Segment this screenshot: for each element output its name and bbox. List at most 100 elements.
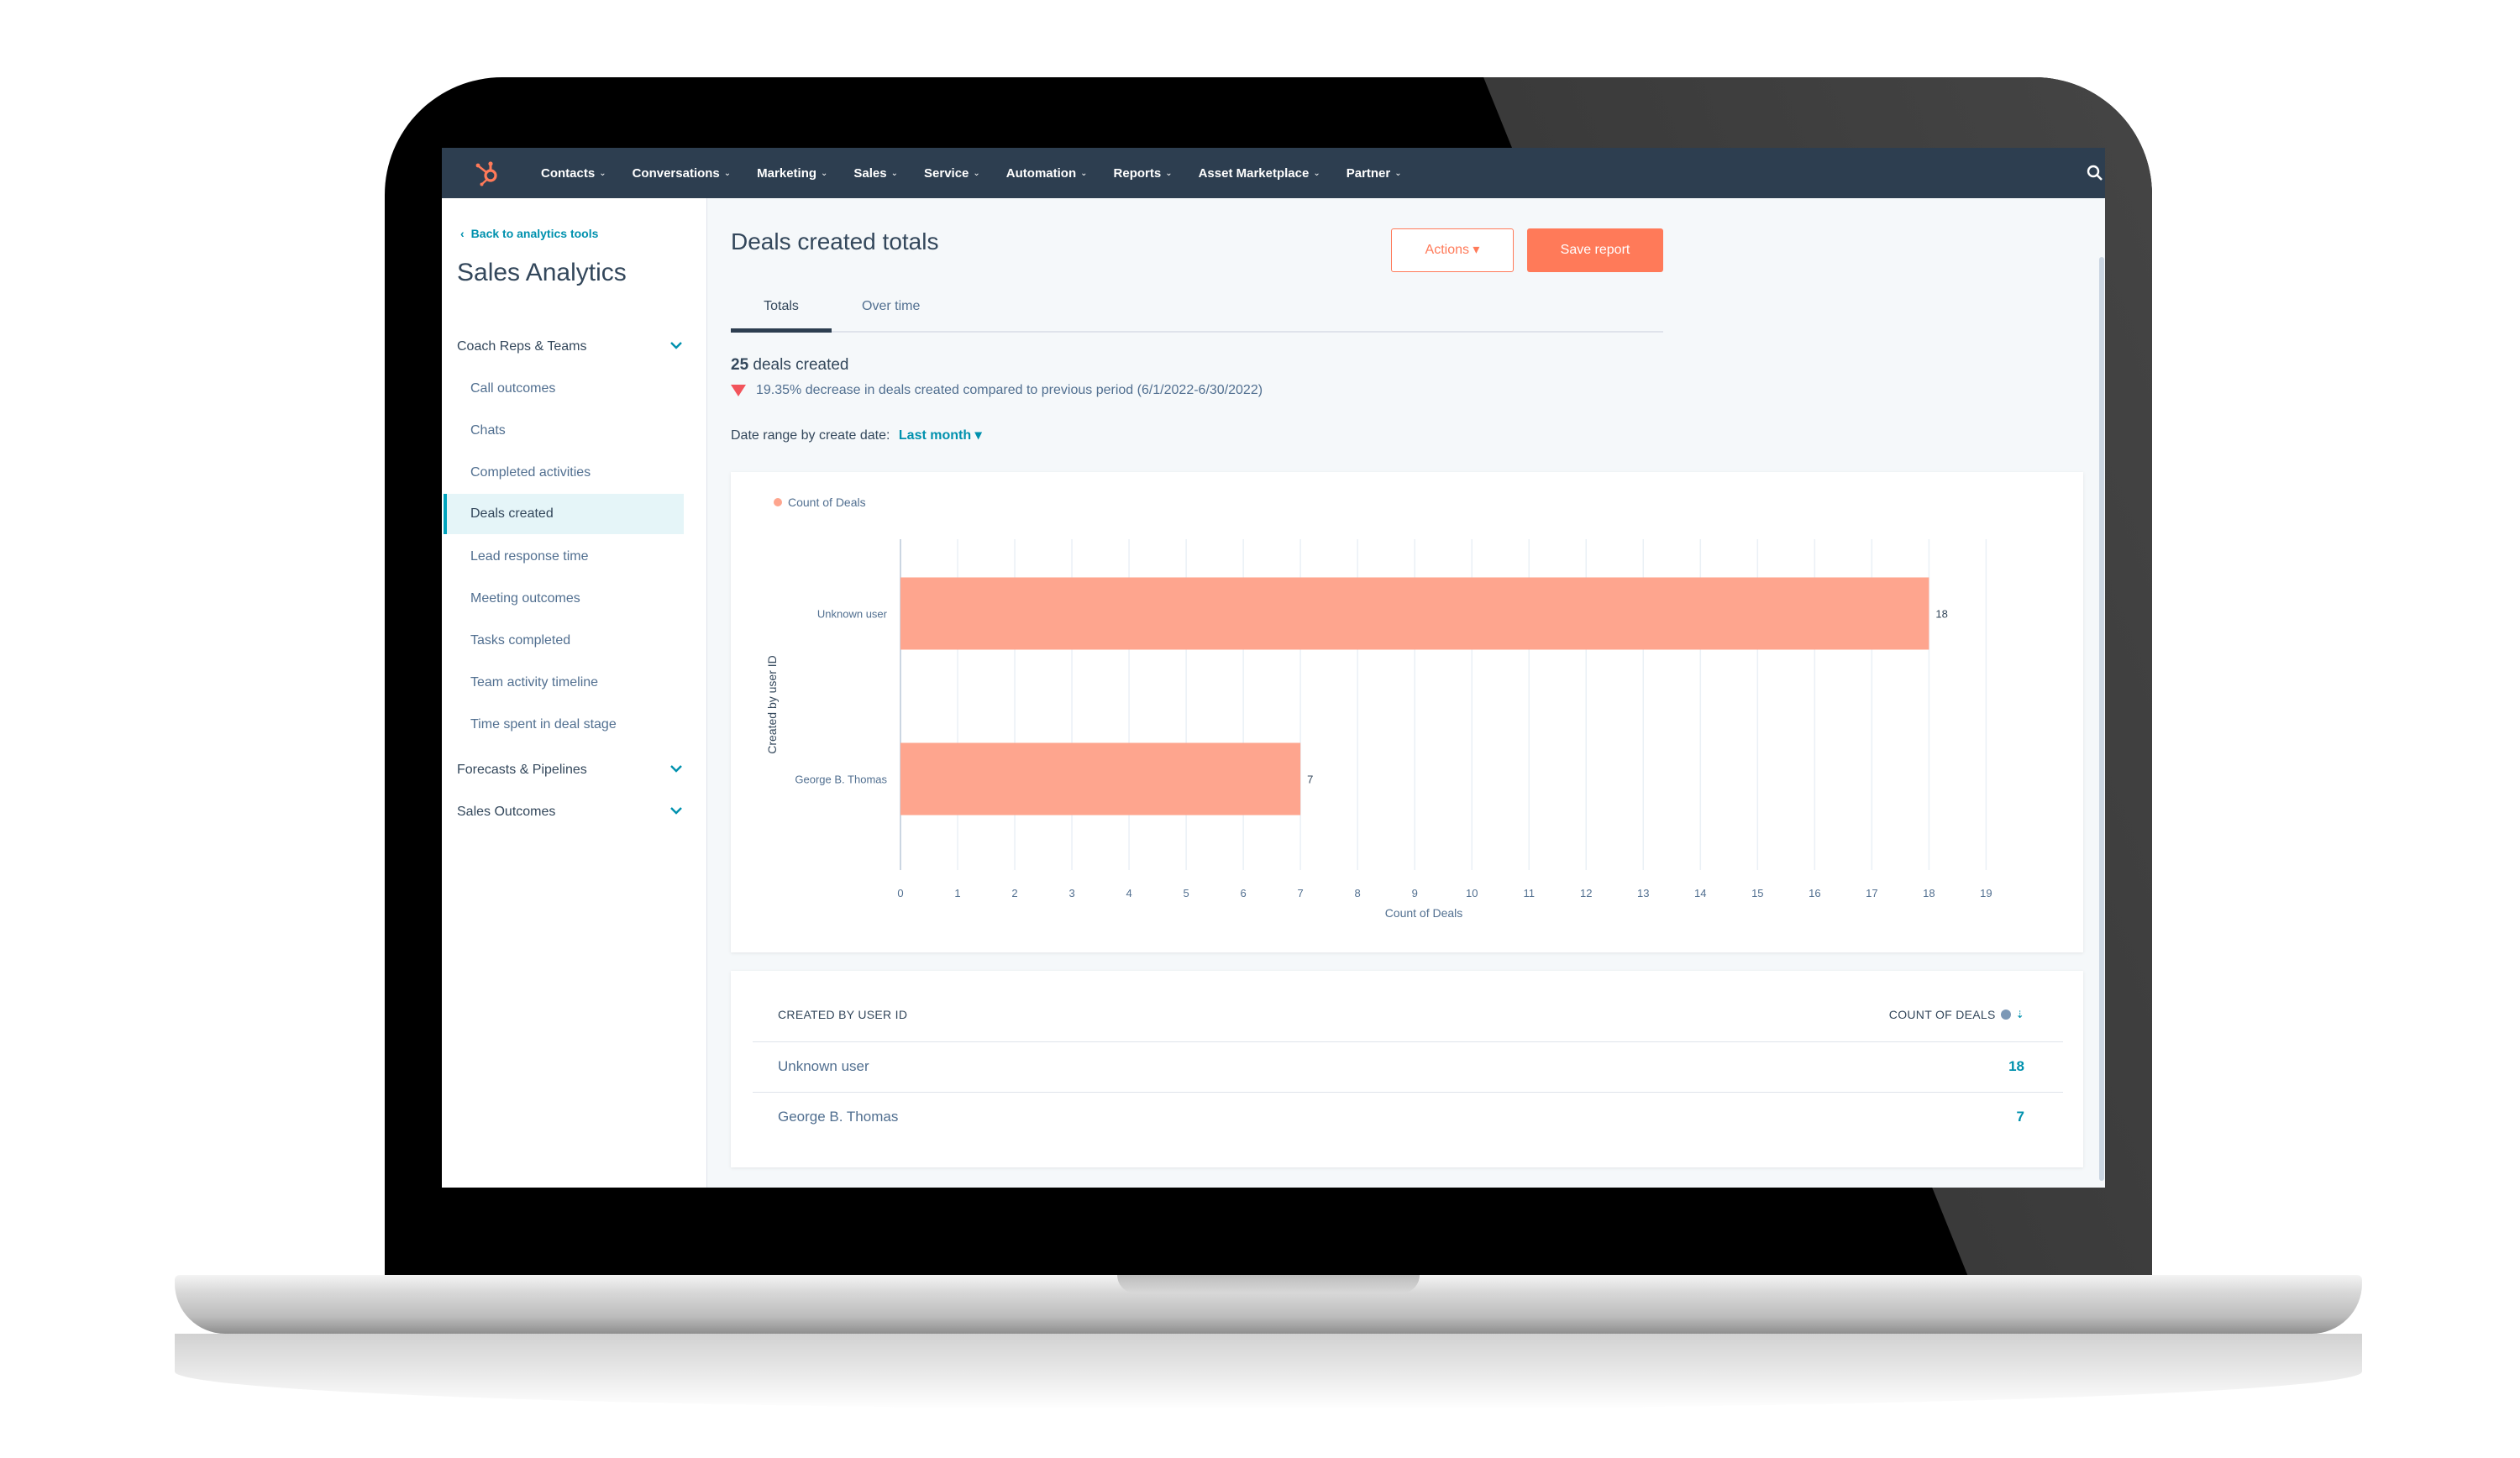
x-tick-label: 4 bbox=[1126, 887, 1131, 899]
chevron-down-icon bbox=[670, 765, 682, 773]
table-header-count[interactable]: COUNT OF DEALS ⇣ bbox=[1889, 1008, 2024, 1021]
nav-item-label: Contacts bbox=[541, 165, 596, 181]
chevron-down-icon bbox=[670, 807, 682, 815]
nav-item-label: Sales bbox=[853, 165, 887, 181]
nav-item-label: Asset Marketplace bbox=[1198, 165, 1310, 181]
tab-bar: Totals Over time bbox=[731, 291, 1663, 333]
sidebar-item-time-spent-in-deal-stage[interactable]: Time spent in deal stage bbox=[470, 717, 617, 732]
x-tick-label: 1 bbox=[954, 887, 960, 899]
nav-item-label: Conversations bbox=[632, 165, 720, 181]
table-header-count-label: COUNT OF DEALS bbox=[1888, 1008, 1996, 1021]
decrease-arrow-icon bbox=[731, 385, 746, 396]
x-tick-label: 10 bbox=[1466, 887, 1478, 899]
sort-icon[interactable]: ⇣ bbox=[2015, 1009, 2024, 1020]
main-content: Deals created totals Actions ▾ Save repo… bbox=[707, 198, 2105, 1188]
x-tick-label: 5 bbox=[1183, 887, 1189, 899]
sidebar-item-tasks-completed[interactable]: Tasks completed bbox=[470, 633, 571, 648]
x-tick-label: 19 bbox=[1980, 887, 1992, 899]
sidebar-item-lead-response-time[interactable]: Lead response time bbox=[470, 549, 589, 564]
nav-item-contacts[interactable]: Contacts ⌄ bbox=[541, 166, 606, 181]
sidebar-group-coach-reps[interactable]: Coach Reps & Teams bbox=[457, 339, 684, 354]
tab-over-time[interactable]: Over time bbox=[862, 299, 921, 313]
data-label: 7 bbox=[1307, 774, 1313, 786]
chevron-down-icon: ⌄ bbox=[1165, 168, 1173, 178]
sidebar-group-label: Forecasts & Pipelines bbox=[457, 763, 587, 777]
nav-item-reports[interactable]: Reports ⌄ bbox=[1114, 166, 1173, 181]
deals-count-summary: 25 deals created bbox=[731, 356, 849, 375]
sidebar-item-meeting-outcomes[interactable]: Meeting outcomes bbox=[470, 591, 580, 606]
back-link-label: Back to analytics tools bbox=[470, 227, 599, 240]
x-tick-label: 9 bbox=[1412, 887, 1418, 899]
hubspot-logo-icon[interactable] bbox=[474, 160, 501, 186]
nav-item-label: Marketing bbox=[757, 165, 817, 181]
sidebar-group-forecasts[interactable]: Forecasts & Pipelines bbox=[457, 763, 684, 778]
nav-item-label: Automation bbox=[1005, 165, 1077, 181]
nav-item-asset-marketplace[interactable]: Asset Marketplace ⌄ bbox=[1199, 166, 1320, 181]
tab-totals[interactable]: Totals bbox=[731, 299, 832, 333]
y-tick-label: George B. Thomas bbox=[795, 774, 887, 786]
nav-item-marketing[interactable]: Marketing ⌄ bbox=[757, 166, 827, 181]
x-tick-label: 12 bbox=[1580, 887, 1592, 899]
x-tick-label: 3 bbox=[1068, 887, 1074, 899]
table-cell-user: Unknown user bbox=[778, 1058, 869, 1074]
info-icon[interactable] bbox=[2000, 1010, 2011, 1020]
sidebar-group-sales-outcomes[interactable]: Sales Outcomes bbox=[457, 805, 684, 820]
search-icon[interactable] bbox=[2085, 163, 2105, 183]
nav-items: Contacts ⌄ Conversations ⌄ Marketing ⌄ Sale… bbox=[541, 148, 1428, 198]
top-nav: Contacts ⌄ Conversations ⌄ Marketing ⌄ Sale… bbox=[442, 148, 2105, 198]
scrollbar[interactable] bbox=[2098, 198, 2105, 1181]
table-cell-count[interactable]: 7 bbox=[2016, 1109, 2024, 1125]
x-tick-label: 2 bbox=[1011, 887, 1017, 899]
laptop-notch bbox=[1117, 1275, 1420, 1293]
sidebar-item-call-outcomes[interactable]: Call outcomes bbox=[470, 381, 556, 396]
nav-item-label: Reports bbox=[1113, 165, 1162, 181]
x-tick-label: 13 bbox=[1637, 887, 1649, 899]
deals-count-label: deals created bbox=[753, 356, 849, 374]
x-tick-label: 0 bbox=[897, 887, 903, 899]
table-cell-count[interactable]: 18 bbox=[2008, 1058, 2024, 1074]
y-axis-label: Created by user ID bbox=[765, 655, 779, 754]
table-divider bbox=[753, 1041, 2063, 1042]
nav-item-conversations[interactable]: Conversations ⌄ bbox=[633, 166, 732, 181]
chart-card: Count of Deals 0 1 2 3 4 5 6 7 8 9 10 11 12 13 14 15 16 17… bbox=[731, 472, 2083, 952]
actions-button[interactable]: Actions ▾ bbox=[1391, 228, 1514, 272]
nav-item-label: Service bbox=[924, 165, 969, 181]
sidebar-title: Sales Analytics bbox=[457, 259, 627, 286]
x-tick-label: 16 bbox=[1809, 887, 1820, 899]
y-tick-label: Unknown user bbox=[817, 608, 888, 621]
nav-item-service[interactable]: Service ⌄ bbox=[924, 166, 980, 181]
change-text: 19.35% decrease in deals created compare… bbox=[756, 383, 1263, 397]
x-axis-label: Count of Deals bbox=[1385, 906, 1463, 920]
sidebar-group-label: Sales Outcomes bbox=[457, 805, 556, 819]
bar bbox=[900, 577, 1929, 650]
sidebar-item-completed-activities[interactable]: Completed activities bbox=[470, 465, 591, 480]
data-table: CREATED BY USER ID COUNT OF DEALS ⇣ Unkn… bbox=[731, 971, 2083, 1167]
legend-marker bbox=[774, 498, 782, 506]
save-report-button[interactable]: Save report bbox=[1527, 228, 1663, 272]
chevron-left-icon: ‹ bbox=[460, 227, 465, 240]
sidebar-item-deals-created[interactable]: Deals created bbox=[444, 494, 684, 534]
x-tick-label: 11 bbox=[1523, 887, 1535, 899]
nav-item-automation[interactable]: Automation ⌄ bbox=[1006, 166, 1088, 181]
chevron-down-icon bbox=[670, 342, 682, 349]
nav-item-partner[interactable]: Partner ⌄ bbox=[1347, 166, 1402, 181]
sidebar-item-team-activity-timeline[interactable]: Team activity timeline bbox=[470, 675, 599, 690]
sidebar-group-label: Coach Reps & Teams bbox=[457, 339, 587, 354]
scroll-thumb[interactable] bbox=[2099, 257, 2104, 1181]
back-to-analytics-link[interactable]: ‹ Back to analytics tools bbox=[460, 227, 598, 240]
x-tick-label: 8 bbox=[1355, 887, 1361, 899]
table-header-user[interactable]: CREATED BY USER ID bbox=[778, 1008, 908, 1021]
chevron-down-icon: ⌄ bbox=[890, 168, 899, 178]
chevron-down-icon: ⌄ bbox=[973, 168, 980, 178]
nav-item-sales[interactable]: Sales ⌄ bbox=[853, 166, 898, 181]
table-divider bbox=[753, 1092, 2063, 1093]
screen: Contacts ⌄ Conversations ⌄ Marketing ⌄ Sale… bbox=[442, 148, 2105, 1188]
date-range-label: Date range by create date: bbox=[731, 428, 890, 443]
sidebar: ‹ Back to analytics tools Sales Analytics… bbox=[442, 198, 707, 1188]
x-tick-label: 18 bbox=[1923, 887, 1935, 899]
date-range-dropdown[interactable]: Last month ▾ bbox=[898, 428, 982, 443]
sidebar-item-chats[interactable]: Chats bbox=[470, 423, 506, 438]
table-cell-user: George B. Thomas bbox=[778, 1109, 899, 1125]
chevron-down-icon: ⌄ bbox=[723, 168, 732, 178]
